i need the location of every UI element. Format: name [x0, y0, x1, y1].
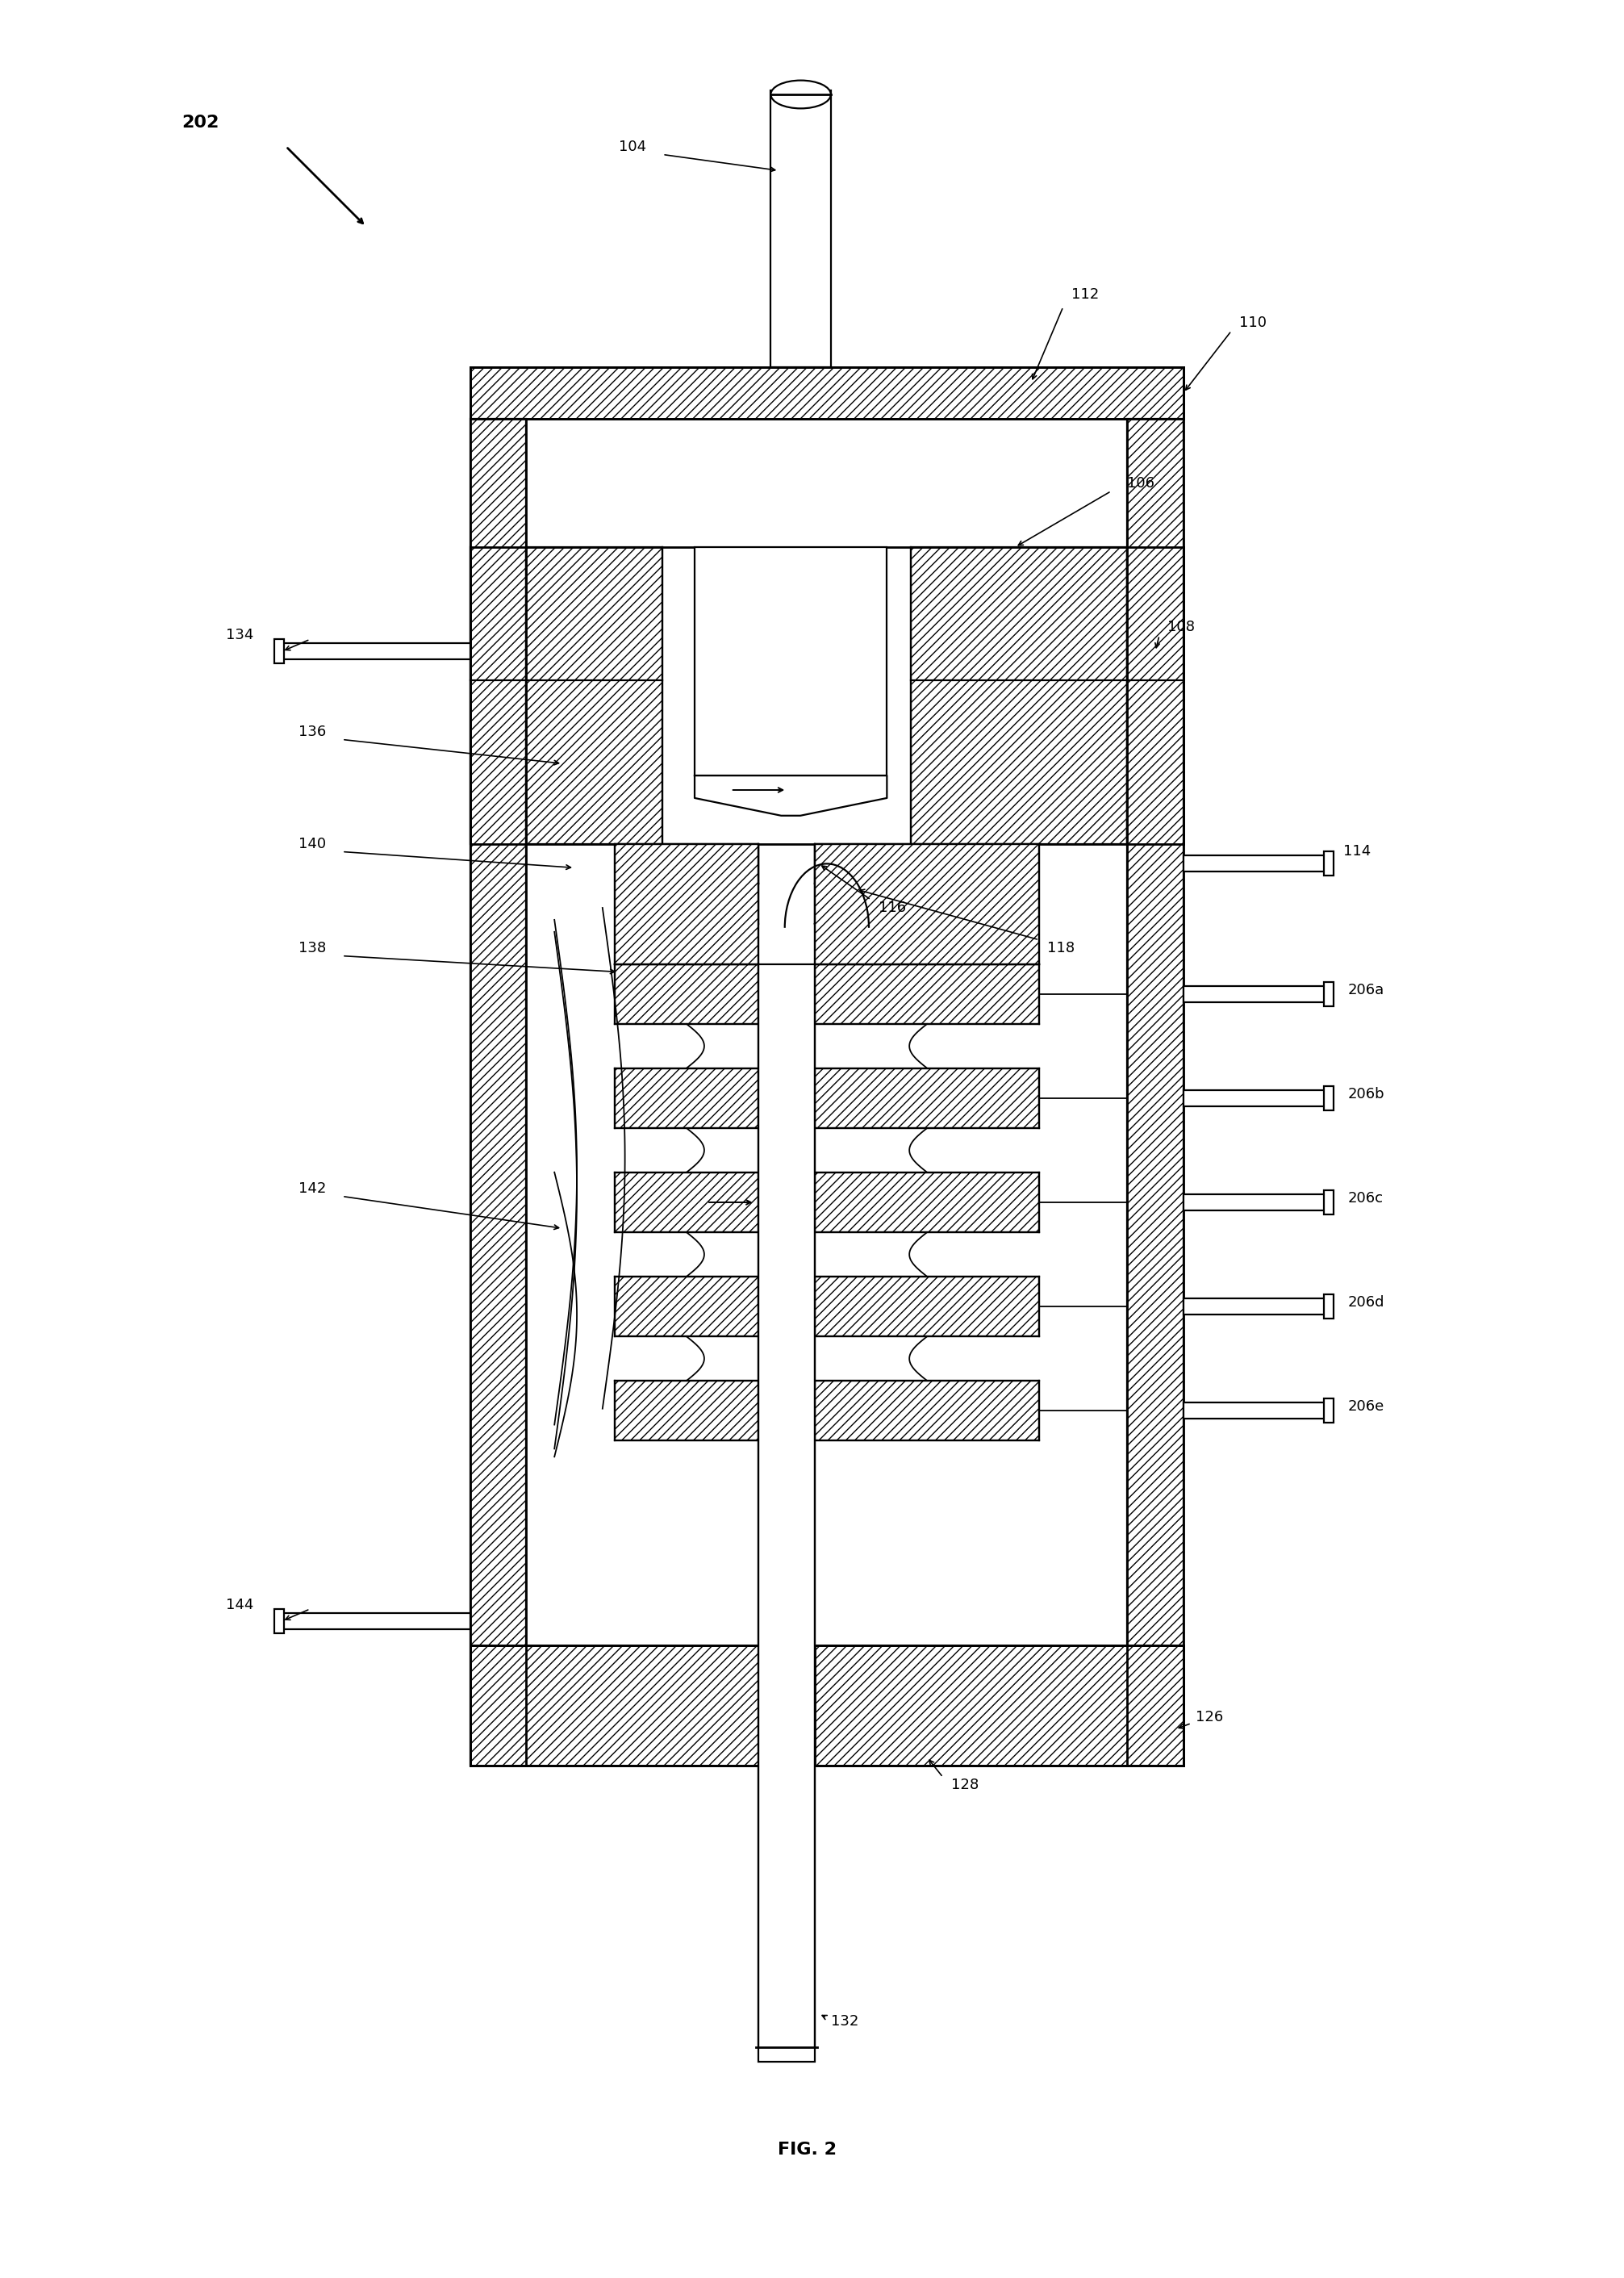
- Bar: [815, 1380, 1039, 1440]
- Text: 128: 128: [952, 1779, 979, 1793]
- Text: 140: 140: [299, 836, 326, 852]
- Bar: [278, 1613, 471, 1629]
- Bar: [771, 91, 831, 367]
- Bar: [711, 884, 758, 925]
- Bar: [1184, 986, 1327, 1002]
- Bar: [614, 964, 758, 1025]
- Text: 206c: 206c: [1348, 1191, 1384, 1205]
- Bar: [1324, 1399, 1333, 1424]
- Bar: [274, 640, 284, 663]
- Bar: [758, 964, 815, 2062]
- Bar: [663, 843, 758, 884]
- Bar: [278, 642, 471, 658]
- Text: FIG. 2: FIG. 2: [778, 2141, 836, 2157]
- Bar: [1324, 1191, 1333, 1214]
- Bar: [471, 367, 1184, 419]
- Bar: [815, 1645, 1184, 1765]
- Bar: [471, 1645, 758, 1765]
- Text: 112: 112: [1072, 287, 1099, 303]
- Ellipse shape: [771, 80, 831, 109]
- Bar: [471, 547, 526, 843]
- Text: 202: 202: [182, 114, 219, 130]
- Text: 126: 126: [1195, 1711, 1223, 1724]
- Text: 136: 136: [299, 724, 326, 738]
- Bar: [695, 547, 887, 775]
- Text: 138: 138: [299, 941, 326, 954]
- Bar: [1127, 419, 1184, 1765]
- Text: 118: 118: [1047, 941, 1075, 954]
- Bar: [815, 843, 911, 884]
- Text: 110: 110: [1239, 317, 1267, 330]
- Bar: [1127, 547, 1184, 843]
- Bar: [274, 1608, 284, 1633]
- Bar: [1184, 1194, 1327, 1210]
- Text: 206b: 206b: [1348, 1087, 1384, 1100]
- Bar: [815, 1173, 1039, 1232]
- Text: 144: 144: [226, 1597, 253, 1613]
- Bar: [1324, 1087, 1333, 1109]
- Text: 206a: 206a: [1348, 982, 1384, 998]
- Bar: [526, 547, 663, 843]
- Bar: [815, 964, 1039, 1025]
- Bar: [815, 1276, 1039, 1337]
- Polygon shape: [695, 775, 887, 816]
- Bar: [1184, 1091, 1327, 1107]
- Bar: [815, 1068, 1039, 1128]
- Text: 106: 106: [1127, 476, 1155, 490]
- Bar: [1324, 1294, 1333, 1319]
- Text: 206e: 206e: [1348, 1399, 1384, 1415]
- Bar: [1184, 857, 1327, 872]
- Bar: [1324, 982, 1333, 1007]
- Text: 132: 132: [831, 2014, 859, 2030]
- Text: 142: 142: [299, 1180, 326, 1196]
- Text: 206d: 206d: [1348, 1296, 1384, 1310]
- Bar: [614, 843, 758, 964]
- Text: 114: 114: [1343, 845, 1371, 859]
- Bar: [471, 419, 526, 1765]
- Bar: [815, 843, 1039, 964]
- Bar: [911, 547, 1127, 843]
- Bar: [614, 1173, 758, 1232]
- Bar: [815, 884, 862, 925]
- Text: 116: 116: [879, 900, 906, 916]
- Text: 104: 104: [619, 139, 646, 153]
- Bar: [1184, 1298, 1327, 1314]
- Bar: [614, 1068, 758, 1128]
- Bar: [614, 1380, 758, 1440]
- Text: 134: 134: [226, 629, 253, 642]
- Bar: [1324, 852, 1333, 875]
- Bar: [614, 1276, 758, 1337]
- Bar: [1184, 1403, 1327, 1419]
- Text: 108: 108: [1168, 620, 1195, 636]
